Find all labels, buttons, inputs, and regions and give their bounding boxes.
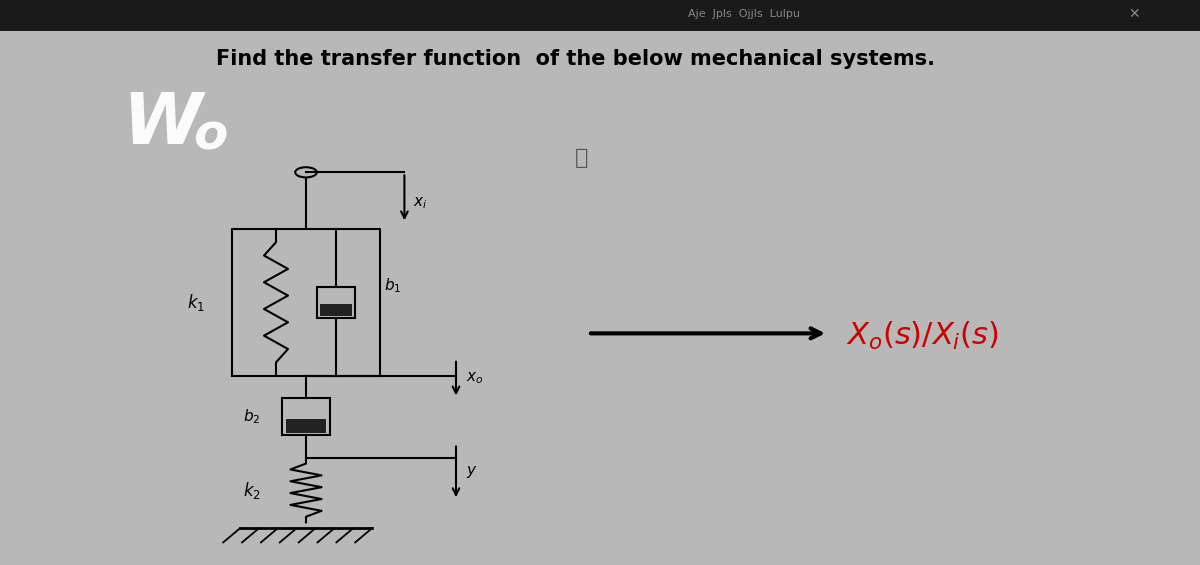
Text: Aje  Jpls  Ojjls  Lulpu: Aje Jpls Ojjls Lulpu [688,9,800,19]
Text: ✕: ✕ [1128,7,1140,21]
Text: $k_1$: $k_1$ [187,292,205,313]
Text: $X_o(s)/X_i(s)$: $X_o(s)/X_i(s)$ [846,320,998,352]
Text: $b_1$: $b_1$ [384,276,401,295]
Text: $x_i$: $x_i$ [413,195,427,211]
Text: Find the transfer function  of the below mechanical systems.: Find the transfer function of the below … [216,49,936,69]
Bar [286,419,326,433]
Text: $b_2$: $b_2$ [244,407,260,426]
Text: ✋: ✋ [575,148,589,168]
Text: W: W [122,90,202,159]
Text: $y$: $y$ [466,464,478,480]
Text: $k_2$: $k_2$ [242,480,260,501]
Bar [319,305,353,316]
Text: o: o [193,112,227,159]
Text: $x_o$: $x_o$ [466,371,484,386]
Bar [0,0,1200,31]
